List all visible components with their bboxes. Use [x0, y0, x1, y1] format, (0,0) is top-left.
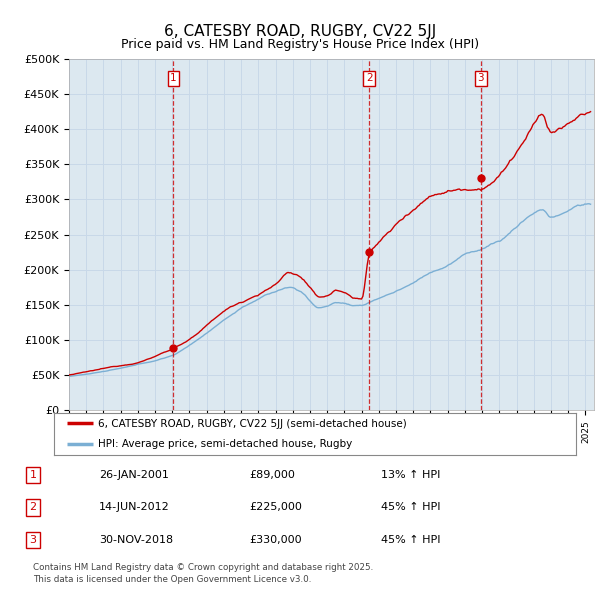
Text: 2: 2: [29, 503, 37, 512]
Text: 45% ↑ HPI: 45% ↑ HPI: [381, 535, 440, 545]
Text: £330,000: £330,000: [249, 535, 302, 545]
Text: 13% ↑ HPI: 13% ↑ HPI: [381, 470, 440, 480]
Text: 26-JAN-2001: 26-JAN-2001: [99, 470, 169, 480]
Text: 1: 1: [170, 73, 177, 83]
Text: 30-NOV-2018: 30-NOV-2018: [99, 535, 173, 545]
Text: 45% ↑ HPI: 45% ↑ HPI: [381, 503, 440, 512]
Text: £89,000: £89,000: [249, 470, 295, 480]
Text: HPI: Average price, semi-detached house, Rugby: HPI: Average price, semi-detached house,…: [98, 440, 353, 450]
Text: 3: 3: [478, 73, 484, 83]
Text: 1: 1: [29, 470, 37, 480]
Text: Price paid vs. HM Land Registry's House Price Index (HPI): Price paid vs. HM Land Registry's House …: [121, 38, 479, 51]
Text: 3: 3: [29, 535, 37, 545]
Text: 6, CATESBY ROAD, RUGBY, CV22 5JJ: 6, CATESBY ROAD, RUGBY, CV22 5JJ: [164, 24, 436, 38]
Text: 6, CATESBY ROAD, RUGBY, CV22 5JJ (semi-detached house): 6, CATESBY ROAD, RUGBY, CV22 5JJ (semi-d…: [98, 419, 407, 428]
Text: £225,000: £225,000: [249, 503, 302, 512]
Text: 14-JUN-2012: 14-JUN-2012: [99, 503, 170, 512]
Text: Contains HM Land Registry data © Crown copyright and database right 2025.
This d: Contains HM Land Registry data © Crown c…: [33, 563, 373, 584]
Text: 2: 2: [366, 73, 373, 83]
